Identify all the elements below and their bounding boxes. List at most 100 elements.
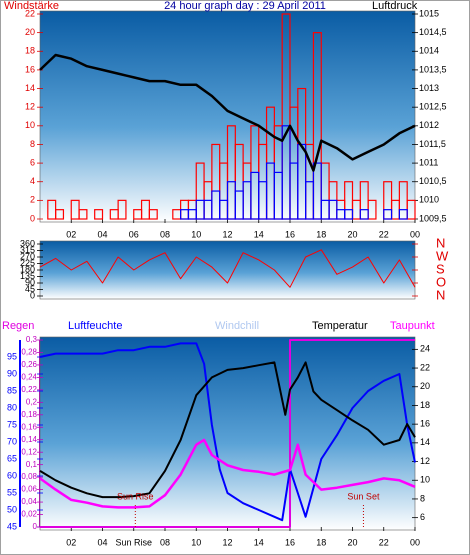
y3-tick-label: 0,28: [21, 348, 37, 357]
y2-tick-label: 1011: [419, 157, 438, 167]
x-tick-label: 20: [347, 537, 357, 547]
y2-tick-label: 16: [420, 419, 430, 429]
y-tick-label: 45: [25, 284, 35, 294]
y-tick-label: 135: [20, 271, 35, 281]
wind-bar: [359, 209, 369, 220]
y2-tick-label: 12: [420, 456, 430, 466]
x-tick-label: 12: [222, 229, 232, 239]
y3-tick-label: 0,16: [21, 422, 37, 431]
y3-tick-label: 0,24: [21, 373, 37, 382]
x-tick-label: 22: [379, 537, 389, 547]
y2-tick-label: N: [436, 287, 445, 302]
y2-tick-label: W: [436, 248, 449, 263]
y3-tick-label: 0,2: [26, 397, 38, 406]
y2-tick-label: 1012,5: [419, 102, 447, 112]
y2-tick-label: S: [436, 261, 445, 276]
x-tick-label: 18: [316, 537, 326, 547]
chart-title: 24 hour graph day : 29 April 2011: [164, 0, 326, 12]
annotation: Sun Set: [347, 491, 380, 501]
y-tick-label: 50: [7, 504, 17, 514]
y2-tick-label: 1010,5: [419, 176, 447, 186]
legend-entry: Windchill: [215, 320, 259, 332]
plot-background: [39, 240, 416, 300]
wind-bar: [312, 162, 322, 220]
y2-tick-label: O: [436, 274, 446, 289]
x-tick-label: 14: [254, 537, 264, 547]
y3-tick-label: 0: [33, 522, 38, 531]
x-tick-label: 00: [410, 537, 420, 547]
y-tick-label: 0: [30, 213, 35, 223]
y-tick-label: 12: [25, 102, 35, 112]
y-tick-label: 80: [7, 402, 17, 412]
y-tick-label: 180: [20, 264, 35, 274]
legend-entry: Taupunkt: [390, 320, 435, 332]
y2-tick-label: 24: [420, 344, 430, 354]
x-tick-label: Sun Rise: [115, 537, 152, 547]
annotation: Sun Rise: [117, 491, 154, 501]
x-tick-label: 10: [191, 229, 201, 239]
y2-tick-label: 6: [420, 512, 425, 522]
y-tick-label: 360: [20, 238, 35, 248]
right-axis-title: Luftdruck: [372, 0, 418, 12]
x-tick-label: 18: [316, 229, 326, 239]
y-tick-label: 75: [7, 419, 17, 429]
y-tick-label: 65: [7, 453, 17, 463]
y-tick-label: 225: [20, 258, 35, 268]
y2-tick-label: N: [436, 235, 445, 250]
y-tick-label: 90: [7, 368, 17, 378]
y2-tick-label: 1012: [419, 120, 439, 130]
wind-bar: [94, 209, 104, 220]
legend-entry: Luftfeuchte: [68, 320, 122, 332]
y-tick-label: 315: [20, 245, 35, 255]
x-tick-label: 04: [97, 537, 107, 547]
x-tick-label: 00: [410, 229, 420, 239]
y2-tick-label: 1013: [419, 83, 439, 93]
x-tick-label: 08: [160, 537, 170, 547]
y3-tick-label: 0,3: [26, 335, 38, 344]
x-tick-label: 12: [222, 537, 232, 547]
series-line: [39, 342, 416, 522]
y3-tick-label: 0,02: [21, 510, 37, 519]
y-tick-label: 4: [30, 176, 35, 186]
wind-bar: [55, 209, 65, 220]
x-tick-label: 16: [285, 537, 295, 547]
y2-tick-label: 1014,5: [419, 27, 447, 37]
y3-tick-label: 0,08: [21, 472, 37, 481]
x-tick-label: 08: [160, 229, 170, 239]
wind-bar: [78, 209, 88, 220]
y2-tick-label: 1015: [419, 8, 439, 18]
series-line: [39, 361, 416, 499]
y2-tick-label: 22: [420, 362, 430, 372]
y3-tick-label: 0,26: [21, 360, 37, 369]
y2-tick-label: 1010: [419, 195, 439, 205]
y3-tick-label: 0,14: [21, 435, 37, 444]
y2-tick-label: 18: [420, 400, 430, 410]
y-tick-label: 10: [25, 120, 35, 130]
y2-tick-label: 8: [420, 493, 425, 503]
y-tick-label: 90: [25, 277, 35, 287]
y-tick-label: 16: [25, 64, 35, 74]
y-tick-label: 95: [7, 351, 17, 361]
x-tick-label: 02: [66, 537, 76, 547]
y2-tick-label: 1009,5: [419, 213, 447, 223]
x-tick-label: 02: [66, 229, 76, 239]
y3-tick-label: 0,12: [21, 447, 37, 456]
x-tick-label: 04: [97, 229, 107, 239]
x-tick-label: 06: [129, 229, 139, 239]
y-tick-label: 20: [25, 27, 35, 37]
legend-entry: Regen: [2, 320, 34, 332]
wind-bar: [344, 209, 354, 220]
wind-bar: [398, 209, 408, 220]
y-tick-label: 0: [30, 290, 35, 300]
wind-bar: [148, 209, 158, 220]
y3-tick-label: 0,04: [21, 497, 37, 506]
y-tick-label: 8: [30, 139, 35, 149]
y-tick-label: 60: [7, 470, 17, 480]
y3-tick-label: 0,1: [26, 460, 38, 469]
left-axis-title: Windstärke: [4, 0, 59, 12]
y-tick-label: 2: [30, 195, 35, 205]
y-tick-label: 18: [25, 46, 35, 56]
y3-tick-label: 0,18: [21, 410, 37, 419]
x-tick-label: 20: [347, 229, 357, 239]
